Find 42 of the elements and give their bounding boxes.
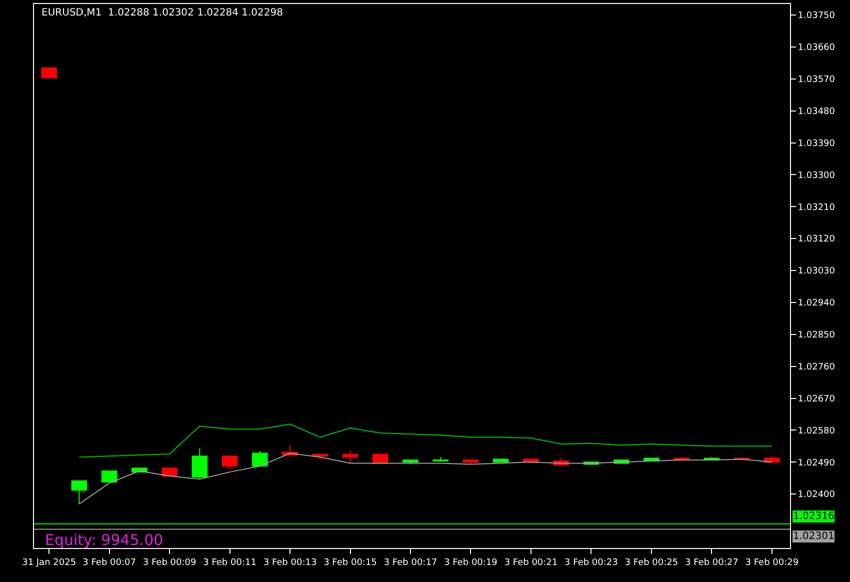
y-tick-label: 1.02490 (798, 458, 836, 468)
y-tick-label: 1.03120 (798, 234, 836, 245)
annotation: Equity: 9945.00 (45, 531, 164, 549)
candlestick (71, 480, 88, 504)
y-tick-label: 1.02760 (798, 362, 836, 372)
chart-title: EURUSD,M1 1.02288 1.02302 1.02284 1.02298 (42, 8, 283, 19)
candlestick (41, 67, 57, 78)
x-tick-label: 3 Feb 00:17 (384, 558, 438, 568)
y-tick-label: 1.03570 (798, 75, 836, 86)
y-tick-label: 1.02400 (798, 490, 836, 500)
y-tick-label: 1.03030 (798, 266, 836, 277)
y-tick-label: 1.02940 (798, 298, 836, 309)
x-tick-label: 3 Feb 00:25 (624, 558, 678, 568)
candlestick (162, 468, 178, 476)
x-tick-label: 3 Feb 00:13 (263, 558, 317, 568)
ref-line-label: 1.02301 (793, 531, 834, 542)
line-series (78, 452, 772, 504)
y-tick-label: 1.03210 (798, 202, 836, 213)
x-tick-label: 3 Feb 00:07 (82, 558, 136, 568)
x-tick-label: 3 Feb 00:21 (504, 558, 558, 568)
candlestick (101, 470, 118, 482)
y-tick-label: 1.03390 (798, 138, 836, 149)
x-tick-label: 3 Feb 00:11 (203, 558, 256, 568)
candlestick (222, 456, 238, 470)
y-tick-label: 1.03750 (798, 11, 836, 22)
x-tick-label: 3 Feb 00:27 (685, 558, 738, 568)
y-tick-label: 1.02850 (798, 330, 836, 341)
x-tick-label: 31 Jan 2025 (22, 558, 76, 568)
x-tick-label: 3 Feb 00:09 (142, 558, 196, 568)
x-tick-label: 3 Feb 00:19 (444, 558, 498, 568)
y-tick-label: 1.03660 (798, 43, 836, 54)
candlestick (192, 448, 208, 480)
candlestick (252, 450, 268, 467)
ref-line-label: 1.02316 (793, 511, 834, 522)
x-tick-label: 3 Feb 00:29 (745, 558, 799, 568)
x-tick-label: 3 Feb 00:15 (324, 558, 377, 568)
line-series (78, 424, 772, 458)
y-tick-label: 1.03480 (798, 106, 836, 117)
x-tick-label: 3 Feb 00:23 (564, 558, 618, 568)
y-tick-label: 1.02670 (798, 394, 836, 404)
y-tick-label: 1.02580 (798, 426, 836, 436)
y-tick-label: 1.03300 (798, 170, 836, 181)
